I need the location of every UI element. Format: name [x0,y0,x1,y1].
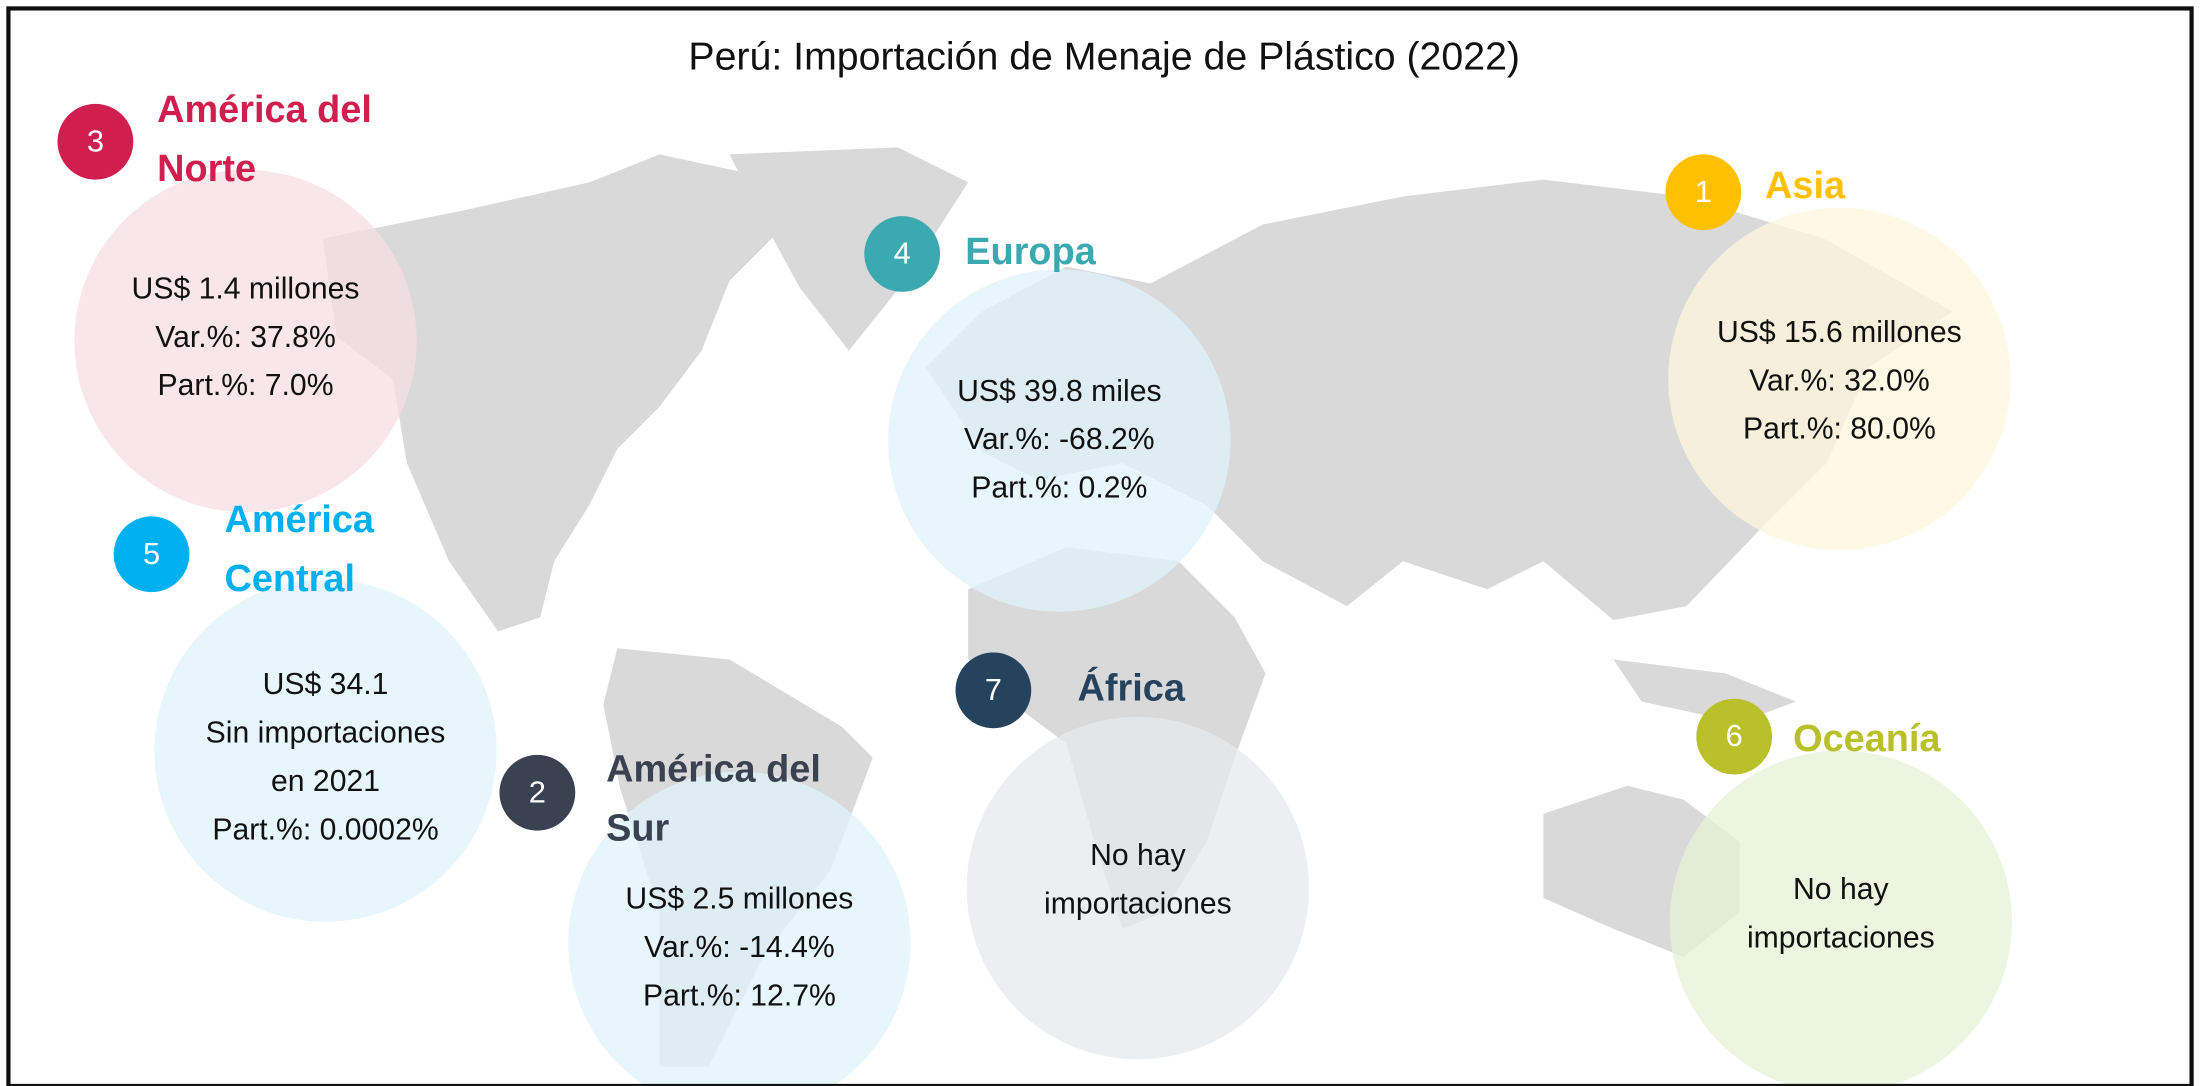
region-stat: US$ 39.8 miles [957,375,1161,408]
rank-number: 2 [529,774,546,809]
region-stat: Var.%: -14.4% [644,931,835,964]
region-name: Asia [1765,165,1846,207]
region-name: América del [606,749,821,791]
rank-number: 4 [894,236,911,271]
region-bubble [74,169,417,513]
greenland [729,147,969,351]
region-stat: Sin importaciones [206,716,446,749]
rank-number: 5 [143,536,160,571]
region-stat: US$ 15.6 millones [1717,316,1962,349]
region-stat: No hay [1090,839,1186,872]
rank-badge [1696,698,1773,775]
region-name: Europa [965,231,1096,273]
region-bubble [1668,207,2011,551]
north-america [322,154,786,632]
region-name: Oceanía [1793,718,1941,760]
region-stat: en 2021 [271,765,380,798]
region-stat: Var.%: -68.2% [964,423,1155,456]
rank-number: 3 [87,123,104,158]
rank-number: 6 [1726,718,1743,753]
region-name: Central [224,558,354,600]
rank-badge [499,754,576,831]
region-stat: Var.%: 37.8% [155,321,335,354]
region-stat: Part.%: 80.0% [1743,413,1936,446]
rank-badge [57,103,134,180]
region-stat: US$ 1.4 millones [132,272,360,305]
region-stat: US$ 34.1 [263,668,389,701]
rank-badge [955,652,1032,729]
region-stat: Var.%: 32.0% [1749,364,1929,397]
rank-badge [113,516,190,593]
rank-badge [864,216,941,292]
region-stat: Part.%: 0.0002% [212,813,438,846]
region-stat: Part.%: 12.7% [643,980,836,1013]
region-bubble [154,579,497,922]
rank-badge [1665,154,1742,231]
rank-number: 1 [1695,174,1712,209]
region-bubble [888,269,1231,612]
region-name: Sur [606,808,669,850]
region-stat: importaciones [1747,921,1935,954]
region-bubble [568,771,911,1086]
region-stat: Part.%: 0.2% [971,472,1147,505]
region-stat: Part.%: 7.0% [158,369,334,402]
region-bubble [1669,750,2012,1086]
region-bubble [966,716,1310,1060]
title: Perú: Importación de Menaje de Plástico … [688,34,1520,78]
region-stat: No hay [1793,873,1889,906]
region-name: América del [157,89,372,131]
region-stat: US$ 2.5 millones [625,883,853,916]
region-stat: importaciones [1044,888,1232,921]
region-name: América [224,499,374,541]
region-name: Norte [157,148,256,190]
rank-number: 7 [985,672,1002,707]
regions: 3 América del Norte US$ 1.4 millones Var.%: … [57,89,2012,1086]
region-name: África [1078,665,1186,709]
